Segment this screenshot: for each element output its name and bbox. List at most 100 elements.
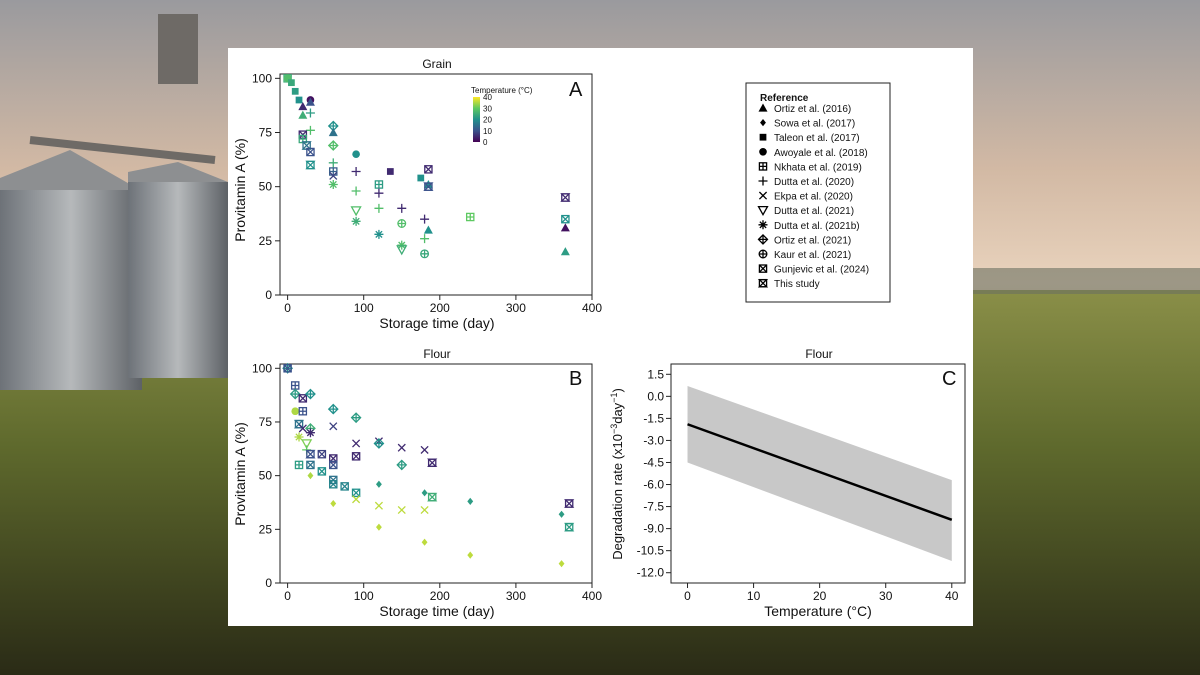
legend-marker: [758, 220, 768, 230]
panel-a-xtick-label: 100: [354, 301, 374, 315]
legend-title: Reference: [760, 93, 809, 104]
legend-item-label: Gunjevic et al. (2024): [774, 265, 869, 276]
panel-a-point: [351, 216, 361, 226]
colorbar-tick-label: 0: [483, 138, 488, 147]
panel-b-point: [306, 460, 315, 470]
panel-a-point: [298, 130, 308, 139]
panel-b-points: [282, 362, 575, 568]
panel-b-point: [317, 467, 327, 476]
panel-a-point: [397, 219, 407, 228]
panel-c-ytick-label: 1.5: [647, 367, 664, 381]
panel-a-ytick-label: 50: [259, 180, 273, 194]
panel-a-point: [374, 229, 384, 239]
panel-b-point: [420, 505, 429, 515]
panel-a-point: [561, 214, 570, 224]
panel-c-ylabel-sup2: −1: [609, 393, 619, 403]
panel-b-xtick-label: 200: [430, 589, 450, 603]
panel-a-point: [560, 223, 570, 232]
panel-c-xtick-label: 0: [684, 589, 691, 603]
panel-b-point: [467, 497, 474, 506]
panel-a-point: [305, 160, 316, 170]
panel-a-letter: A: [569, 79, 583, 101]
panel-c-ytick-label: -10.5: [637, 544, 665, 558]
panel-a-title: Grain: [422, 57, 451, 71]
panel-b-point: [374, 501, 383, 510]
panel-b-ytick-label: 0: [265, 576, 272, 590]
legend-item-label: Awoyale et al. (2018): [774, 148, 868, 159]
panel-b-ytick-label: 75: [259, 415, 273, 429]
panel-b-point: [373, 438, 385, 449]
legend-item-label: Taleon et al. (2017): [774, 133, 860, 144]
panel-b-ytick-label: 25: [259, 522, 273, 536]
panel-a-point: [420, 249, 430, 259]
panel-c-ytick-label: -4.5: [643, 455, 664, 469]
panel-a-point: [560, 193, 571, 202]
panel-a-point: [423, 182, 434, 191]
legend-marker: [757, 205, 769, 217]
panel-b-point: [291, 407, 300, 416]
legend-item-label: Dutta et al. (2021b): [774, 221, 860, 232]
panel-b-point: [558, 510, 565, 518]
regression-line: [687, 423, 953, 521]
panel-a-point: [288, 79, 295, 87]
colorbar-ticks: 40 30 20 10 0: [483, 93, 492, 147]
panel-a-point: [352, 150, 360, 158]
panel-a-point: [329, 171, 338, 180]
panel-b-point: [420, 445, 429, 454]
legend-marker: [758, 249, 768, 259]
panel-a-point: [291, 87, 299, 95]
panel-a-point: [305, 97, 315, 106]
panel-c-ytick-label: -3.0: [643, 433, 664, 447]
legend-marker: [758, 191, 768, 200]
panel-c-ytick-label: 0.0: [647, 389, 664, 403]
panel-c-ytick-label: -9.0: [643, 522, 664, 536]
panel-c-plot: [687, 386, 953, 561]
panel-a-point: [351, 186, 361, 196]
legend-marker: [757, 233, 769, 245]
panel-a-point: [386, 168, 394, 175]
panel-a-point: [417, 174, 425, 182]
panel-b-point: [283, 364, 292, 373]
panel-a-point: [328, 128, 338, 137]
legend-item-label: Sowa et al. (2017): [774, 119, 855, 130]
panel-b-point: [427, 492, 438, 502]
panel-b-point: [397, 505, 406, 515]
panel-b-axes: 0 100 200 300 400 0 25 50 75 100: [252, 361, 602, 603]
panel-b-point: [329, 422, 338, 431]
legend-marker: [758, 162, 768, 171]
panel-b-point: [352, 495, 361, 504]
panel-b-point: [558, 560, 565, 568]
reference-legend: Reference Ortiz et al. (2016) Sowa et al.…: [745, 82, 891, 303]
panel-b-point: [421, 489, 428, 497]
panel-a-points: [283, 74, 571, 259]
colorbar-tick-label: 40: [483, 93, 492, 102]
panel-b-ytick-label: 50: [259, 469, 273, 483]
panel-a-xlabel: Storage time (day): [379, 315, 494, 331]
panel-a-point: [374, 203, 384, 213]
panel-a-xtick-label: 0: [284, 301, 291, 315]
panel-b-point: [294, 460, 304, 470]
panel-b-frame: [279, 363, 593, 584]
panel-b-point: [396, 459, 408, 471]
panel-c-ylabel-main: Degradation rate (x10: [610, 434, 625, 560]
panel-a-point: [351, 167, 361, 176]
panel-a-point: [298, 102, 308, 111]
panel-b-point: [298, 394, 308, 403]
panel-a-frame: [279, 73, 593, 296]
panel-a-point: [350, 206, 362, 217]
panel-c-xtick-label: 40: [945, 589, 959, 603]
panel-a-point: [374, 188, 384, 198]
panel-b-point: [352, 439, 361, 448]
panel-b-flour: Flour B 0 100 200 300 400 0 25 50 75 100 Storage …: [232, 347, 602, 619]
panel-a-point: [305, 125, 315, 135]
legend-item-label: Ekpa et al. (2020): [774, 192, 853, 203]
panel-c-title: Flour: [805, 347, 832, 361]
panel-b-letter: B: [569, 368, 582, 390]
panel-a-point: [298, 110, 308, 119]
panel-c-letter: C: [942, 368, 956, 390]
panel-c-xlabel: Temperature (°C): [764, 603, 872, 619]
panel-a-ytick-label: 100: [252, 71, 272, 85]
panel-c-xtick-label: 20: [813, 589, 827, 603]
legend-marker: [759, 133, 767, 141]
